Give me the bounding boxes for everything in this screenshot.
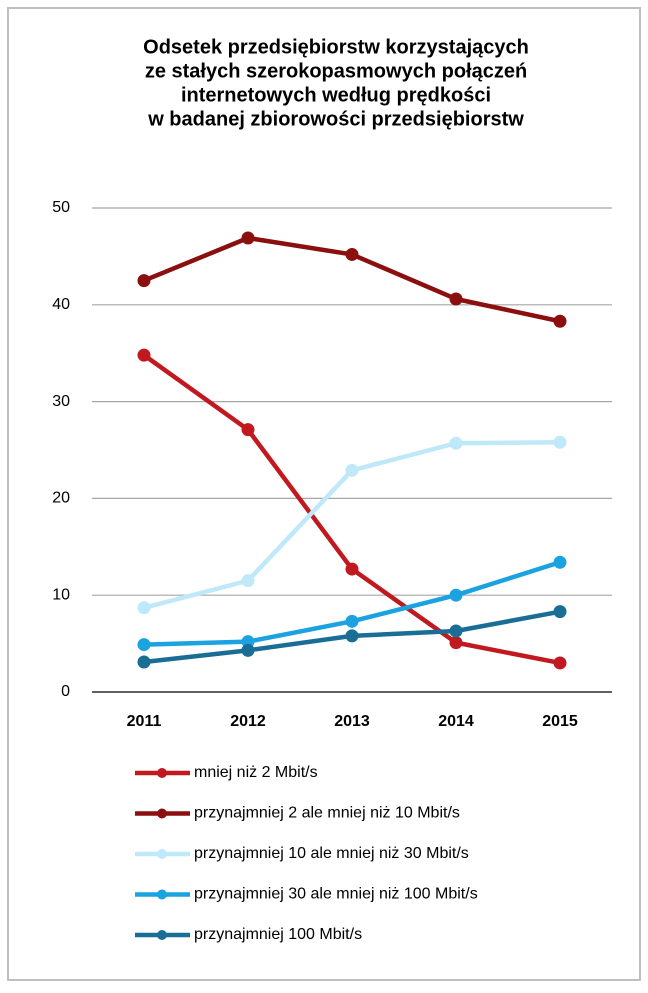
y-tick-label: 40 bbox=[52, 296, 70, 313]
x-tick-label: 2015 bbox=[542, 713, 578, 730]
legend-label: przynajmniej 2 ale mniej niż 10 Mbit/s bbox=[194, 805, 460, 822]
data-point bbox=[553, 605, 567, 619]
legend-label: mniej niż 2 Mbit/s bbox=[194, 764, 318, 781]
data-point bbox=[137, 655, 151, 669]
data-point bbox=[345, 562, 359, 576]
data-point bbox=[137, 348, 151, 362]
x-tick-label: 2012 bbox=[230, 713, 266, 730]
y-tick-label: 20 bbox=[52, 490, 70, 507]
legend-marker bbox=[157, 849, 167, 859]
chart-title: Odsetek przedsiębiorstw korzystających bbox=[143, 36, 529, 58]
legend-marker bbox=[157, 930, 167, 940]
y-tick-label: 10 bbox=[52, 586, 70, 603]
data-point bbox=[449, 624, 463, 638]
data-point bbox=[449, 588, 463, 602]
legend-marker bbox=[157, 768, 167, 778]
data-point bbox=[553, 656, 567, 670]
legend-marker bbox=[157, 889, 167, 900]
data-point bbox=[137, 274, 151, 288]
chart-title: ze stałych szerokopasmowych połączeń bbox=[145, 60, 527, 82]
chart-title: w badanej zbiorowości przedsiębiorstw bbox=[147, 108, 524, 130]
data-point bbox=[137, 601, 151, 615]
data-point bbox=[449, 292, 463, 306]
legend-label: przynajmniej 100 Mbit/s bbox=[194, 926, 362, 943]
data-point bbox=[345, 629, 359, 643]
data-point bbox=[553, 555, 567, 569]
data-point bbox=[241, 643, 255, 657]
data-point bbox=[553, 435, 567, 449]
data-point bbox=[241, 231, 255, 245]
data-point bbox=[449, 436, 463, 450]
data-point bbox=[345, 247, 359, 261]
y-tick-label: 30 bbox=[52, 393, 70, 410]
data-point bbox=[345, 463, 359, 477]
data-point bbox=[241, 574, 255, 588]
y-tick-label: 50 bbox=[52, 199, 70, 216]
data-point bbox=[449, 636, 463, 650]
data-point bbox=[345, 614, 359, 628]
x-tick-label: 2013 bbox=[334, 713, 370, 730]
legend-label: przynajmniej 30 ale mniej niż 100 Mbit/s bbox=[194, 886, 478, 903]
chart-title: internetowych według prędkości bbox=[181, 84, 491, 106]
y-tick-label: 0 bbox=[61, 683, 70, 700]
chart-border bbox=[7, 7, 641, 981]
legend-marker bbox=[157, 808, 167, 819]
legend-label: przynajmniej 10 ale mniej niż 30 Mbit/s bbox=[194, 845, 469, 862]
data-point bbox=[137, 638, 151, 652]
x-tick-label: 2011 bbox=[127, 713, 162, 730]
x-tick-label: 2014 bbox=[438, 713, 474, 730]
data-point bbox=[553, 314, 567, 328]
data-point bbox=[241, 423, 255, 437]
